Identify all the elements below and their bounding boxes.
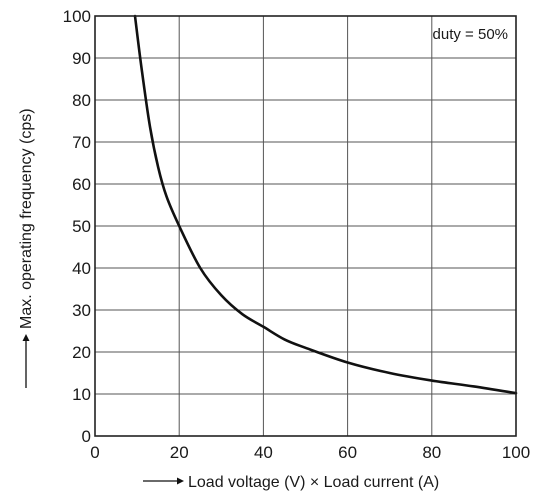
- x-tick-labels: 0 20 40 60 80 100: [90, 443, 530, 462]
- x-tick-label: 20: [170, 443, 189, 462]
- x-tick-label: 60: [338, 443, 357, 462]
- plot-frame: [94, 15, 517, 437]
- y-tick-label: 70: [72, 133, 91, 152]
- y-tick-label: 50: [72, 217, 91, 236]
- y-axis-arrow-icon: [22, 334, 30, 341]
- y-tick-label: 30: [72, 301, 91, 320]
- y-axis-title-group: Max. operating frequency (cps): [18, 108, 35, 388]
- x-tick-label: 40: [254, 443, 273, 462]
- y-tick-label: 80: [72, 91, 91, 110]
- x-axis-arrow-icon: [177, 477, 184, 485]
- y-tick-label: 0: [82, 427, 91, 446]
- y-tick-label: 60: [72, 175, 91, 194]
- grid: [94, 15, 517, 437]
- series-line: [133, 14, 518, 395]
- series-layer: [133, 14, 518, 395]
- x-tick-label: 80: [422, 443, 441, 462]
- y-tick-label: 10: [72, 385, 91, 404]
- x-tick-label: 100: [502, 443, 530, 462]
- y-tick-label: 20: [72, 343, 91, 362]
- y-axis-title: Max. operating frequency (cps): [18, 108, 35, 329]
- x-axis-title-group: Load voltage (V) × Load current (A): [143, 474, 439, 491]
- y-tick-label: 100: [63, 7, 91, 26]
- y-tick-label: 40: [72, 259, 91, 278]
- duty-annotation: duty = 50%: [433, 26, 508, 43]
- y-tick-label: 90: [72, 49, 91, 68]
- x-tick-label: 0: [90, 443, 99, 462]
- y-tick-labels: 0 10 20 30 40 50 60 70 80 90 100: [63, 7, 91, 446]
- x-axis-title: Load voltage (V) × Load current (A): [188, 474, 439, 491]
